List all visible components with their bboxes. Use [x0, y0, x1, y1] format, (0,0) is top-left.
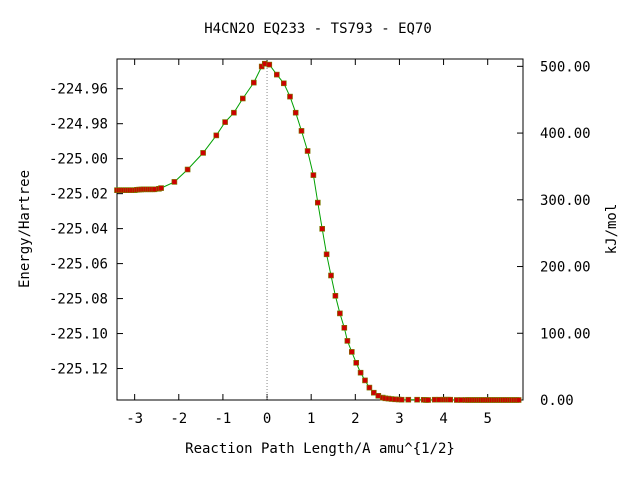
- y-tick-label: -225.08: [49, 292, 108, 308]
- data-point: [328, 272, 334, 279]
- y-tick-label: -224.98: [49, 117, 108, 133]
- data-point: [337, 310, 343, 317]
- data-point: [310, 172, 317, 178]
- data-point: [298, 128, 305, 134]
- data-point: [158, 185, 164, 191]
- data-point: [319, 226, 326, 232]
- data-point: [348, 349, 355, 355]
- data-point: [405, 396, 412, 403]
- y-tick-label: -224.96: [49, 82, 108, 98]
- y-tick-label: -225.02: [49, 187, 108, 203]
- x-tick-label: -1: [214, 411, 231, 427]
- y-tick-label: -225.10: [49, 327, 108, 343]
- data-point: [370, 389, 377, 396]
- data-point: [240, 95, 246, 102]
- plot-frame: [116, 58, 524, 401]
- data-point: [280, 80, 287, 87]
- data-point: [231, 109, 237, 116]
- data-point: [344, 338, 351, 344]
- data-point: [304, 148, 311, 154]
- y-axis-label: Energy/Hartree: [17, 170, 33, 288]
- data-point: [287, 93, 293, 100]
- y-axis-ticks: -224.96 -224.98 -225.00 -225.02 -225.04 -225.…: [49, 82, 123, 378]
- y-tick-label: -225.00: [49, 152, 108, 168]
- y-tick-label: -225.12: [49, 362, 108, 378]
- data-point: [414, 396, 420, 403]
- data-point: [273, 71, 280, 78]
- data-point: [366, 384, 373, 391]
- chart-title: H4CN2O EQ233 - TS793 - EQ70: [204, 21, 432, 37]
- data-point: [341, 324, 348, 331]
- x-axis-label: Reaction Path Length/A amu^{1/2}: [185, 441, 455, 457]
- y-tick-label: -225.06: [49, 257, 108, 273]
- data-point: [357, 369, 364, 376]
- data-point: [314, 199, 321, 206]
- data-point: [323, 251, 330, 258]
- data-point: [353, 359, 360, 366]
- x-tick-label: -2: [170, 411, 187, 427]
- x-tick-label: 0: [263, 411, 271, 427]
- energy-series: [114, 60, 522, 403]
- data-point: [184, 166, 191, 173]
- y2-axis-label: kJ/mol: [604, 204, 620, 255]
- data-point: [292, 109, 299, 116]
- y2-tick-label: 100.00: [540, 326, 591, 342]
- x-tick-label: 1: [307, 411, 315, 427]
- y2-tick-label: 400.00: [540, 126, 591, 142]
- x-tick-label: 4: [439, 411, 447, 427]
- y2-axis-ticks: 500.00 400.00 300.00 200.00 100.00 0.00: [517, 59, 591, 409]
- data-point: [251, 79, 257, 86]
- x-tick-label: -3: [126, 411, 143, 427]
- data-point: [222, 119, 228, 125]
- data-point: [447, 396, 454, 403]
- series-line: [117, 63, 519, 401]
- x-tick-label: 3: [395, 411, 403, 427]
- y2-tick-label: 300.00: [540, 193, 591, 209]
- data-point: [515, 397, 522, 403]
- data-point: [362, 377, 368, 384]
- data-point: [200, 150, 206, 156]
- data-point: [266, 61, 273, 68]
- data-point: [398, 396, 405, 403]
- y2-tick-label: 500.00: [540, 59, 591, 75]
- x-tick-label: 2: [351, 411, 359, 427]
- y-tick-label: -225.04: [49, 222, 108, 238]
- data-point: [171, 179, 178, 185]
- data-point: [332, 292, 339, 299]
- data-point: [425, 397, 431, 403]
- y2-tick-label: 0.00: [540, 393, 574, 409]
- plot-border: [116, 58, 524, 401]
- x-tick-label: 5: [483, 411, 491, 427]
- x-axis-ticks: -3 -2 -1 0 1 2 3 4 5: [126, 59, 492, 427]
- y2-tick-label: 200.00: [540, 260, 591, 276]
- data-point: [213, 132, 220, 139]
